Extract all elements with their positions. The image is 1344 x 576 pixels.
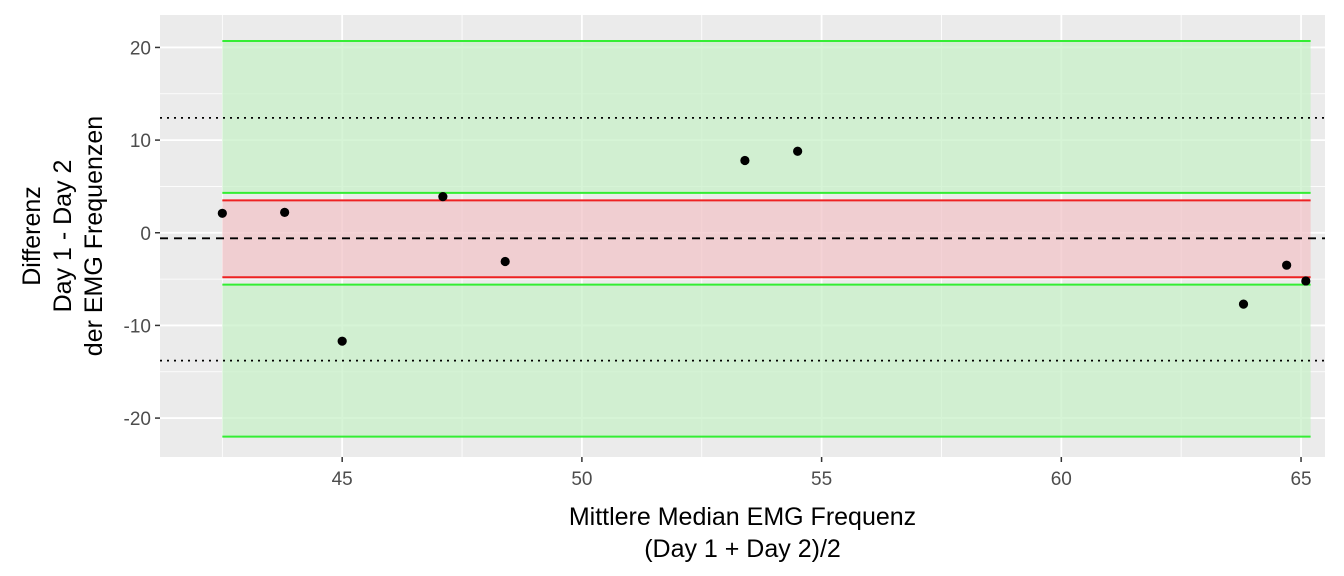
tick-labels: 45 50 55 60 65 -20 -10 0 10 20 (124, 38, 1312, 490)
y-tick-label: -20 (124, 409, 151, 430)
data-point (793, 146, 803, 156)
x-tick-label: 60 (1051, 469, 1072, 490)
y-axis-title-line: Day 1 - Day 2 (49, 160, 77, 313)
reference-lines (160, 116, 1325, 362)
y-axis-title: Differenz Day 1 - Day 2 der EMG Frequenzen (18, 116, 108, 356)
y-axis-title-line: der EMG Frequenzen (80, 116, 108, 356)
data-point (1301, 276, 1311, 286)
x-tick-label: 65 (1290, 469, 1311, 490)
data-point (740, 155, 750, 166)
data-point (337, 336, 347, 346)
x-axis-title: Mittlere Median EMG Frequenz (Day 1 + Day… (569, 503, 916, 563)
axis-ticks (155, 46, 1302, 462)
y-tick-label: -10 (124, 316, 151, 337)
y-axis-title-line: Differenz (18, 186, 46, 286)
data-point (1282, 260, 1292, 270)
x-axis-title-line: (Day 1 + Day 2)/2 (644, 535, 841, 563)
lower-loa-ci-band (222, 284, 1311, 437)
data-points (217, 146, 1311, 346)
band-lines (222, 39, 1311, 438)
data-point (217, 208, 227, 218)
x-tick-label: 50 (571, 469, 592, 490)
data-point (500, 256, 510, 267)
data-point (438, 192, 448, 202)
y-tick-label: 20 (130, 38, 151, 59)
data-point (1238, 299, 1249, 309)
y-tick-label: 10 (130, 131, 151, 152)
y-tick-label: 0 (140, 224, 151, 245)
x-axis-title-line: Mittlere Median EMG Frequenz (569, 503, 916, 531)
data-point (280, 207, 290, 217)
upper-loa-ci-band (222, 40, 1311, 193)
x-tick-label: 45 (332, 469, 353, 490)
x-tick-label: 55 (811, 469, 832, 490)
